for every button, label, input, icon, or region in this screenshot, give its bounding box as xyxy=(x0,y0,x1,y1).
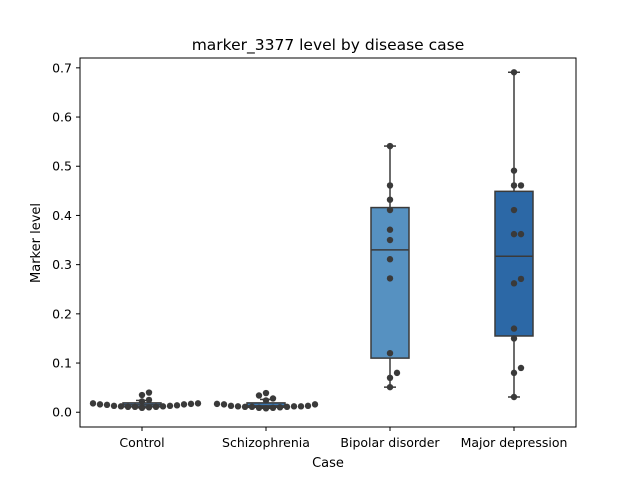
box xyxy=(494,190,534,337)
data-point xyxy=(386,275,394,282)
y-tick-label: 0.3 xyxy=(52,257,72,272)
data-point xyxy=(262,389,270,397)
data-point xyxy=(517,364,525,372)
data-point xyxy=(180,401,188,408)
data-point xyxy=(138,398,146,405)
data-point xyxy=(110,402,118,410)
data-point xyxy=(152,403,160,411)
y-axis-title: Marker level xyxy=(29,203,44,283)
data-point xyxy=(386,206,394,214)
data-point xyxy=(517,230,525,238)
data-point xyxy=(255,392,263,399)
x-tick-label: Control xyxy=(119,435,164,450)
data-point xyxy=(517,182,525,189)
data-point xyxy=(166,402,174,410)
box xyxy=(370,206,410,359)
y-tick-label: 0.2 xyxy=(52,306,72,321)
data-point xyxy=(138,404,146,412)
x-axis-title: Case xyxy=(312,456,344,471)
data-point xyxy=(269,395,277,402)
data-point xyxy=(386,236,394,244)
data-point xyxy=(510,393,518,401)
data-point xyxy=(283,403,291,411)
data-point xyxy=(241,403,249,411)
data-point xyxy=(386,350,394,357)
y-tick-label: 0.0 xyxy=(52,405,72,420)
y-tick-label: 0.7 xyxy=(52,60,72,75)
data-point xyxy=(227,402,235,410)
data-point xyxy=(187,400,195,408)
data-point xyxy=(89,400,97,407)
data-point xyxy=(510,206,518,214)
data-point xyxy=(194,400,202,407)
data-point xyxy=(510,230,518,238)
data-point xyxy=(131,403,139,411)
data-point xyxy=(510,182,518,189)
x-tick-label: Schizophrenia xyxy=(222,435,310,450)
data-point xyxy=(96,401,104,408)
data-point xyxy=(103,401,111,409)
data-point xyxy=(297,403,305,410)
data-point xyxy=(510,335,518,342)
data-point xyxy=(262,397,270,404)
data-point xyxy=(124,403,132,411)
chart-title: marker_3377 level by disease case xyxy=(192,36,465,55)
data-point xyxy=(510,280,518,287)
data-point xyxy=(386,226,394,233)
data-point xyxy=(220,401,228,408)
y-tick-label: 0.4 xyxy=(52,208,72,223)
data-point xyxy=(276,404,284,411)
data-point xyxy=(145,404,153,411)
plot-area: 0.0 0.1 0.2 0.3 0.4 0.5 0.6 0.7 Control Schizophr… xyxy=(52,57,577,450)
data-point xyxy=(311,401,319,408)
data-point xyxy=(386,374,394,381)
data-point xyxy=(234,403,242,410)
y-tick-label: 0.6 xyxy=(52,110,72,125)
data-point xyxy=(386,182,394,189)
data-point xyxy=(173,402,181,409)
data-point xyxy=(262,405,270,412)
data-point xyxy=(213,400,221,408)
data-point xyxy=(386,383,394,391)
data-point xyxy=(269,404,277,412)
data-point xyxy=(159,403,167,410)
data-point xyxy=(290,403,298,410)
y-tick-label: 0.5 xyxy=(52,159,72,174)
x-tick-label: Bipolar disorder xyxy=(340,435,440,450)
plot-frame xyxy=(79,57,577,428)
data-point xyxy=(145,396,153,404)
x-tick-label: Major depression xyxy=(461,435,568,450)
data-point xyxy=(117,403,125,410)
data-point xyxy=(248,403,256,411)
data-point xyxy=(255,404,263,412)
data-point xyxy=(517,275,525,283)
data-point xyxy=(386,142,394,150)
data-point xyxy=(510,369,518,377)
data-point xyxy=(138,391,146,399)
y-tick-label: 0.1 xyxy=(52,356,72,371)
data-point xyxy=(386,196,394,203)
data-point xyxy=(386,256,394,263)
data-point xyxy=(510,325,518,332)
data-point xyxy=(304,402,312,410)
data-point xyxy=(510,69,518,76)
data-point xyxy=(393,369,401,377)
data-point xyxy=(510,167,518,174)
data-point xyxy=(145,389,153,396)
